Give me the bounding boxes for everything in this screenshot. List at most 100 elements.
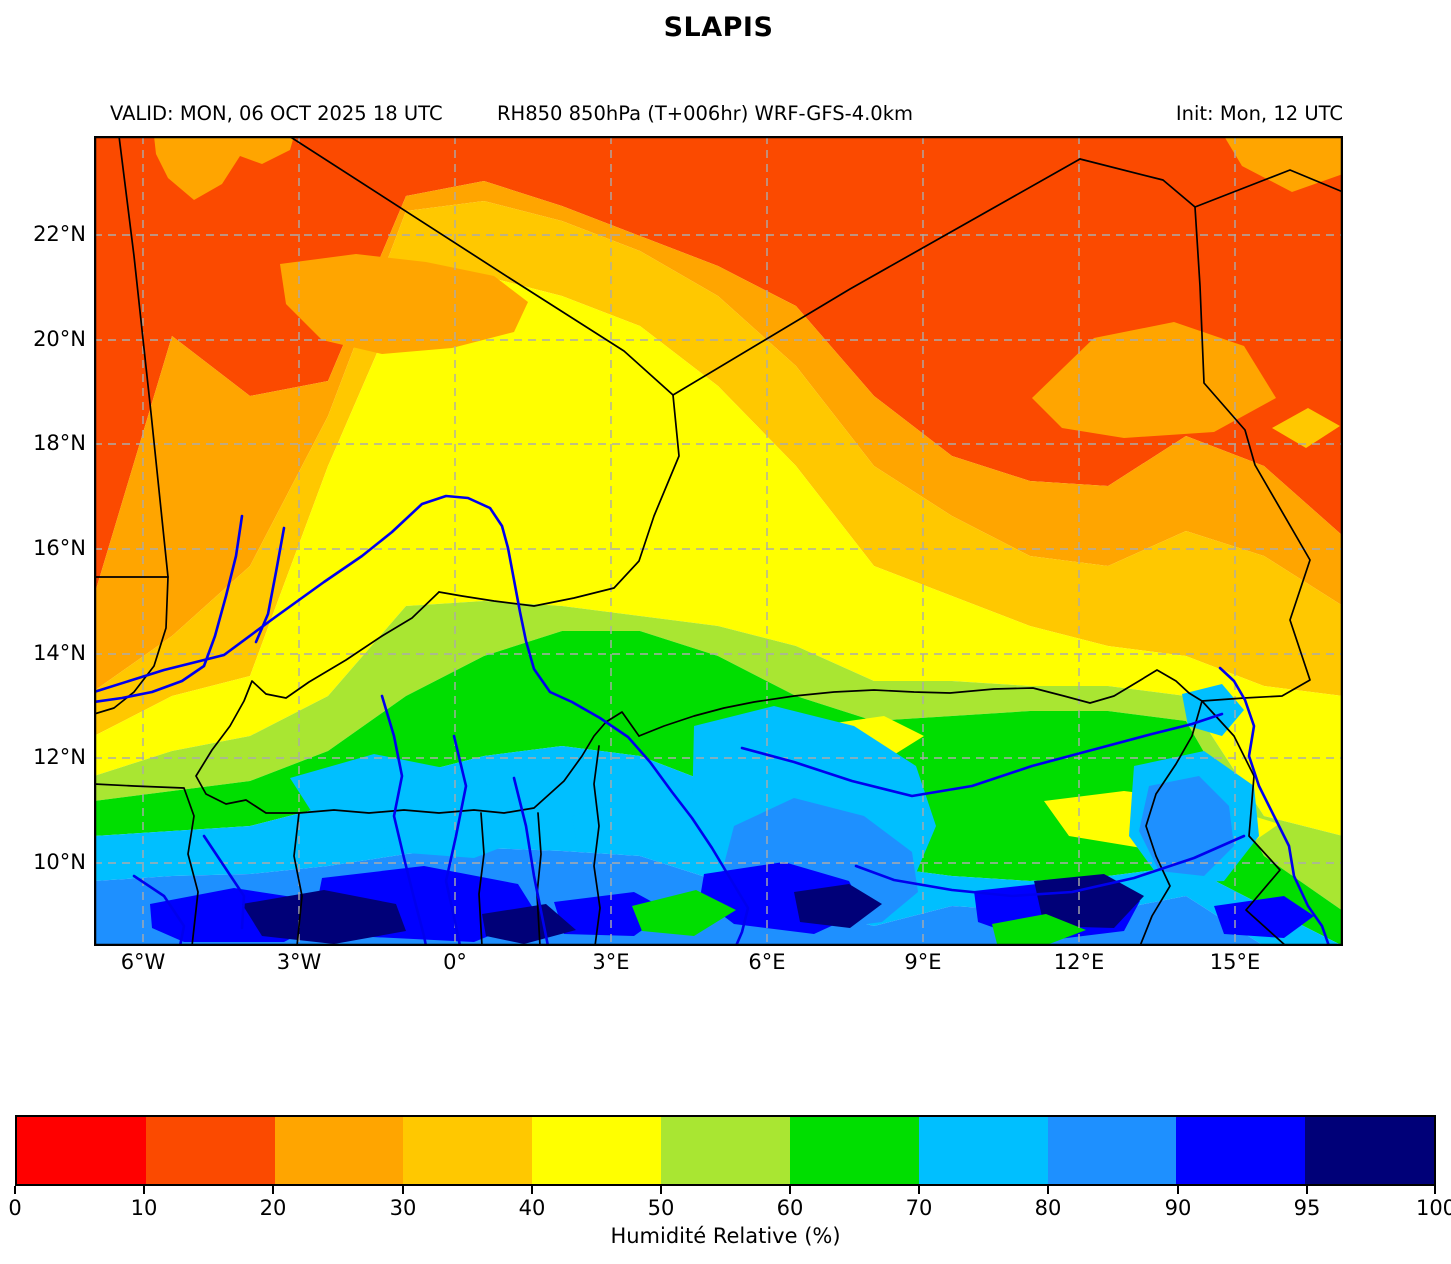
lat-tick-label: 16°N (33, 536, 86, 560)
colorbar-segment (274, 1117, 404, 1184)
lat-tick-label: 18°N (33, 431, 86, 455)
lon-tick-label: 3°E (592, 950, 630, 974)
colorbar-tick-label: 95 (1293, 1196, 1321, 1220)
river-oti (512, 776, 550, 948)
band-30-40 (94, 201, 1343, 736)
colorbar-tick-label: 60 (776, 1196, 804, 1220)
band-50-60 (94, 601, 1343, 911)
band-20-30 (94, 181, 1343, 691)
lat-tick-label: 20°N (33, 327, 86, 351)
orange-patch (154, 136, 294, 200)
colorbar-axis-label: Humidité Relative (%) (610, 1224, 841, 1248)
colorbar-tick-mark (1047, 1186, 1049, 1194)
colorbar-segment (17, 1117, 146, 1184)
river-benue (854, 834, 1246, 898)
orange-patch (280, 254, 528, 354)
country-borders (93, 135, 1344, 947)
product-label: RH850 850hPa (T+006hr) WRF-GFS-4.0km (497, 102, 913, 125)
colorbar-segment (1047, 1117, 1177, 1184)
border-line (478, 812, 485, 947)
colorbar-tick-label: 30 (389, 1196, 417, 1220)
cyan-patch (572, 804, 636, 852)
orange-patch (1224, 136, 1343, 192)
colorbar-segment (1305, 1117, 1434, 1184)
map-plot (92, 135, 1344, 948)
colorbar-segment (789, 1117, 919, 1184)
border-line (93, 783, 199, 947)
rh-local-patches (150, 136, 1343, 946)
navy-patch (1034, 874, 1144, 928)
lon-tick-label: 6°W (120, 950, 166, 974)
river-senegal (92, 514, 244, 704)
colorbar-segment (918, 1117, 1048, 1184)
lat-tick-label: 12°N (33, 745, 86, 769)
river-komadugu (740, 712, 1224, 798)
lon-tick-label: 15°E (1209, 950, 1261, 974)
colorbar-tick-mark (1306, 1186, 1308, 1194)
colorbar-tick-mark (272, 1186, 274, 1194)
rivers (92, 494, 1331, 948)
colorbar-tick-label: 20 (259, 1196, 287, 1220)
border-line (118, 135, 169, 578)
border-line (536, 812, 542, 947)
lon-tick-label: 3°W (276, 950, 322, 974)
border-line (293, 812, 303, 947)
river-small (132, 874, 186, 948)
border-line (1201, 700, 1287, 947)
colorbar-segment (661, 1117, 790, 1184)
amber-patch (1272, 408, 1340, 448)
colorbar-tick-label: 70 (905, 1196, 933, 1220)
colorbar-segment (403, 1117, 533, 1184)
lon-tick-label: 9°E (904, 950, 942, 974)
navy-patch (242, 890, 406, 944)
river-small (202, 834, 246, 930)
colorbar-tick-mark (531, 1186, 533, 1194)
border-line (1139, 700, 1203, 947)
colorbar-tick-label: 40 (518, 1196, 546, 1220)
lon-tick-label: 12°E (1053, 950, 1105, 974)
lon-tick-label: 0° (443, 950, 467, 974)
colorbar-tick-label: 100 (1415, 1196, 1451, 1220)
lat-tick-label: 10°N (33, 850, 86, 874)
band-40-50 (94, 276, 1343, 836)
band-60-70 (94, 631, 1343, 946)
colorbar-tick-mark (1177, 1186, 1179, 1194)
river-chari (1218, 666, 1331, 948)
cyan-patch (290, 754, 526, 858)
colorbar-segment (145, 1117, 275, 1184)
border-line (1194, 206, 1311, 702)
green-patch (992, 914, 1086, 946)
colorbar-tick-label: 10 (130, 1196, 158, 1220)
lon-tick-label: 6°E (748, 950, 786, 974)
navy-patch (794, 884, 882, 928)
colorbar-tick-label: 90 (1164, 1196, 1192, 1220)
colorbar-segment (532, 1117, 662, 1184)
colorbar-segment (1176, 1117, 1306, 1184)
colorbar-tick-mark (918, 1186, 920, 1194)
map-frame (93, 135, 1344, 947)
border-line (672, 158, 1081, 396)
colorbar-tick-mark (660, 1186, 662, 1194)
lat-tick-label: 14°N (33, 641, 86, 665)
border-line (438, 394, 680, 607)
river-volta-white (444, 734, 468, 948)
border-line (93, 576, 169, 715)
rh-contour-map (92, 135, 1344, 948)
orange-patch (1032, 322, 1276, 438)
border-line (638, 669, 1203, 737)
band-10-20 (94, 136, 1343, 596)
river-volta-black (380, 694, 428, 948)
green-patch (632, 890, 736, 936)
colorbar-tick-mark (14, 1186, 16, 1194)
blue-patch (1214, 896, 1314, 938)
lat-tick-label: 22°N (33, 222, 86, 246)
border-line (593, 745, 601, 947)
navy-patch (482, 904, 576, 944)
colorbar-tick-mark (1434, 1186, 1436, 1194)
init-time-label: Init: Mon, 12 UTC (1175, 102, 1343, 125)
river-niger (92, 494, 750, 948)
colorbar (15, 1115, 1436, 1186)
colorbar-tick-mark (402, 1186, 404, 1194)
colorbar-tick-mark (789, 1186, 791, 1194)
